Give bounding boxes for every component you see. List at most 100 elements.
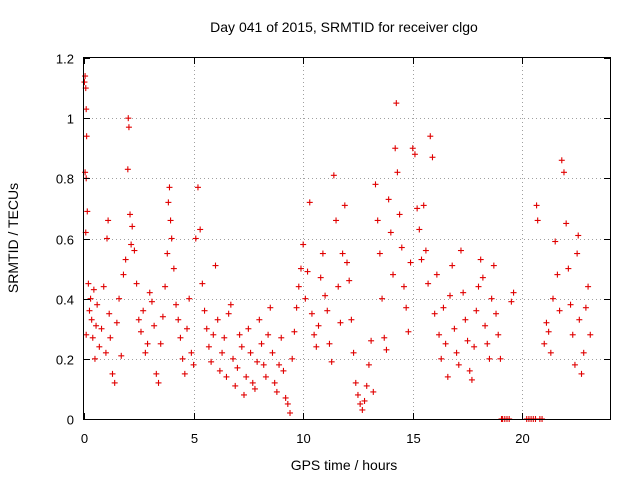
data-point — [304, 268, 311, 275]
data-point — [262, 373, 269, 380]
data-point — [350, 349, 357, 356]
data-point — [236, 331, 243, 338]
data-point — [471, 343, 478, 350]
data-point — [243, 373, 250, 380]
data-point — [203, 325, 210, 332]
data-point — [98, 325, 105, 332]
data-point — [510, 289, 517, 296]
y-tick-label: 0.4 — [56, 293, 74, 308]
data-point — [197, 226, 204, 233]
data-point — [223, 373, 230, 380]
data-point — [278, 334, 285, 341]
data-point — [315, 322, 322, 329]
data-point — [436, 331, 443, 338]
data-point — [563, 220, 570, 227]
data-point — [192, 235, 199, 242]
data-point — [497, 355, 504, 362]
data-point — [127, 211, 134, 218]
data-point — [547, 349, 554, 356]
data-point — [181, 370, 188, 377]
data-point — [91, 355, 98, 362]
data-point — [442, 340, 449, 347]
data-point — [282, 394, 289, 401]
data-point — [311, 331, 318, 338]
data-point — [260, 361, 267, 368]
data-point — [238, 343, 245, 350]
data-point — [284, 400, 291, 407]
data-point — [365, 361, 372, 368]
data-point — [558, 157, 565, 164]
data-point — [317, 274, 324, 281]
data-point — [576, 316, 583, 323]
data-point — [344, 259, 350, 266]
data-point — [322, 292, 329, 299]
data-point — [199, 280, 206, 287]
data-point — [363, 382, 370, 389]
data-point — [125, 124, 132, 131]
x-tick-label: 15 — [406, 431, 420, 446]
x-tick-label: 20 — [515, 431, 529, 446]
data-point — [361, 397, 368, 404]
data-point — [190, 361, 197, 368]
data-point — [280, 367, 287, 374]
data-point — [173, 301, 180, 308]
y-tick-label: 0.6 — [56, 233, 74, 248]
data-point — [90, 286, 97, 293]
data-point — [125, 115, 132, 122]
data-point — [585, 283, 592, 290]
data-point — [106, 310, 113, 317]
data-point — [455, 361, 462, 368]
data-point — [460, 289, 467, 296]
data-point — [122, 256, 129, 263]
data-point — [212, 262, 219, 269]
data-point — [216, 367, 223, 374]
data-point — [166, 184, 173, 191]
data-point — [411, 151, 418, 158]
data-point — [339, 250, 346, 257]
data-point — [354, 391, 361, 398]
data-point — [403, 304, 410, 311]
data-point — [221, 334, 228, 341]
data-point — [552, 238, 559, 245]
data-point — [111, 379, 118, 386]
data-point — [431, 310, 438, 317]
data-point — [418, 256, 425, 263]
data-point — [477, 256, 484, 263]
data-point — [210, 331, 217, 338]
data-point — [425, 280, 432, 287]
data-point — [486, 355, 493, 362]
data-point — [124, 166, 131, 173]
data-point — [414, 205, 421, 212]
data-point — [83, 106, 90, 113]
y-tick-label: 0.8 — [56, 172, 74, 187]
data-point — [376, 250, 383, 257]
data-point — [451, 325, 458, 332]
data-point — [133, 280, 140, 287]
data-point — [93, 322, 100, 329]
data-point — [495, 331, 502, 338]
data-point — [118, 352, 125, 359]
data-point — [550, 295, 557, 302]
data-point — [533, 202, 540, 209]
data-point — [488, 295, 495, 302]
data-point — [83, 331, 90, 338]
data-point — [82, 73, 89, 80]
data-point — [293, 304, 300, 311]
data-point — [170, 265, 177, 272]
y-tick-label: 1 — [67, 112, 74, 127]
y-axis-label: SRMTID / TECUs — [5, 183, 21, 293]
data-point — [162, 283, 169, 290]
data-point — [462, 316, 469, 323]
data-point — [341, 202, 348, 209]
data-point — [245, 325, 252, 332]
data-point — [89, 334, 96, 341]
data-point — [287, 409, 294, 416]
data-point — [168, 235, 175, 242]
data-point — [387, 229, 394, 236]
data-point — [484, 340, 491, 347]
data-point — [155, 379, 162, 386]
data-point — [335, 283, 342, 290]
data-point — [86, 307, 93, 314]
grid — [84, 58, 610, 419]
data-point — [104, 235, 111, 242]
